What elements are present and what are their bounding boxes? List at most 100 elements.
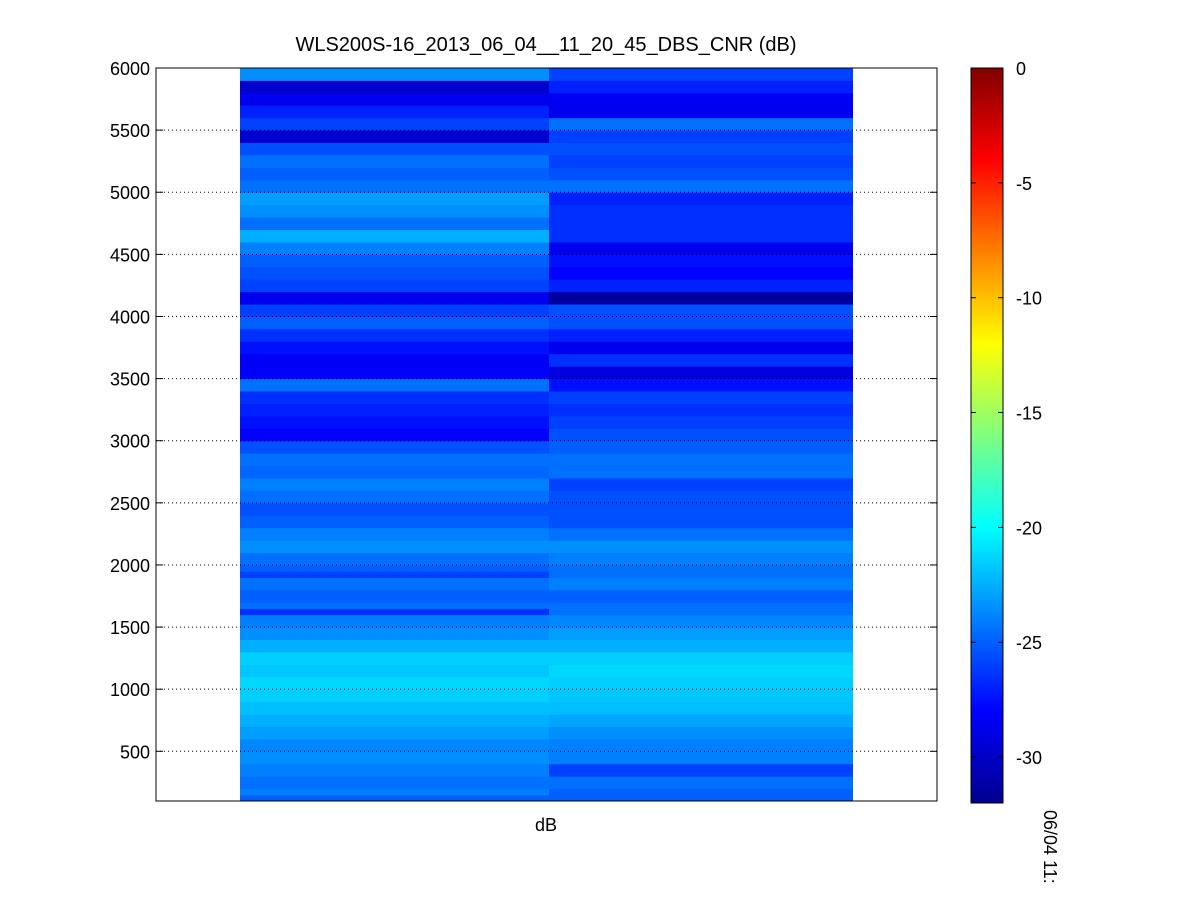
colorbar-tick-label: -15	[1016, 404, 1042, 424]
heatmap-cell	[549, 502, 853, 516]
heatmap-cell	[549, 391, 853, 404]
heatmap-cell	[240, 68, 549, 81]
heatmap-cell	[549, 689, 853, 703]
heatmap-cell	[549, 204, 853, 218]
colorbar-tick-label: 0	[1016, 59, 1026, 79]
heatmap-cell	[240, 316, 549, 330]
heatmap-cell	[240, 366, 549, 380]
heatmap-cell	[549, 68, 853, 81]
heatmap-cell	[240, 540, 549, 554]
heatmap-cell	[240, 552, 549, 566]
plot-frame	[155, 67, 938, 802]
heatmap-cell	[240, 142, 549, 156]
heatmap-cell	[240, 117, 549, 131]
heatmap-cell	[240, 589, 549, 603]
y-tick-label: 5000	[110, 183, 150, 203]
heatmap-cell	[240, 627, 549, 640]
heatmap-cell	[549, 192, 853, 206]
heatmap-cell	[240, 701, 549, 715]
heatmap-cell	[549, 614, 853, 628]
heatmap-plot-area	[240, 68, 853, 802]
y-tick-label: 4000	[110, 307, 150, 327]
heatmap-cell	[240, 515, 549, 529]
y-tick-label: 3000	[110, 432, 150, 452]
heatmap-cell	[240, 776, 549, 790]
heatmap-cell	[240, 92, 549, 106]
heatmap-cell	[240, 378, 549, 392]
heatmap-cell	[240, 167, 549, 181]
heatmap-cell	[240, 602, 549, 609]
heatmap-cell	[549, 602, 853, 616]
heatmap-cell	[240, 353, 549, 367]
heatmap-cell	[549, 179, 853, 193]
heatmap-cell	[549, 776, 853, 790]
heatmap-cell	[240, 266, 549, 280]
y-tick-label: 4500	[110, 245, 150, 265]
heatmap-cell	[240, 726, 549, 740]
heatmap-cell	[549, 552, 853, 566]
heatmap-cell	[549, 341, 853, 355]
heatmap-cell	[240, 763, 549, 777]
heatmap-cell	[549, 142, 853, 156]
heatmap-cell	[549, 316, 853, 330]
heatmap-cell	[240, 689, 549, 703]
heatmap-cell	[549, 291, 853, 305]
heatmap-cell	[549, 428, 853, 442]
heatmap-cell	[240, 192, 549, 206]
heatmap-cell	[549, 726, 853, 740]
heatmap-cell	[549, 763, 853, 777]
heatmap-cell	[549, 490, 853, 504]
heatmap-cell	[549, 701, 853, 715]
colorbar-tick-label: -25	[1016, 633, 1042, 653]
y-tick-label: 2500	[110, 494, 150, 514]
heatmap-cell	[549, 366, 853, 380]
heatmap-cell	[240, 453, 549, 467]
heatmap-cell	[549, 328, 853, 342]
heatmap-cell	[240, 229, 549, 243]
heatmap-cell	[240, 279, 549, 293]
heatmap-cell	[549, 167, 853, 181]
colorbar-ticks: 0 -5 -10 -15 -20 -25 -30	[971, 59, 1042, 768]
heatmap-cell	[240, 465, 549, 479]
heatmap-cell	[240, 179, 549, 193]
heatmap-cell	[240, 490, 549, 504]
heatmap-cell	[549, 515, 853, 529]
heatmap-cell	[549, 304, 853, 317]
chart-title: WLS200S-16_2013_06_04__11_20_45_DBS_CNR …	[295, 34, 796, 56]
heatmap-cell	[549, 403, 853, 417]
heatmap-cell	[240, 794, 549, 802]
heatmap-cell	[240, 341, 549, 355]
heatmap-cell	[240, 328, 549, 342]
colorbar-time-label: 06/04 11:	[1040, 810, 1060, 884]
heatmap-cell	[549, 154, 853, 168]
heatmap-cell	[549, 117, 853, 131]
heatmap-cell	[549, 788, 853, 802]
heatmap-cell	[549, 477, 853, 491]
y-tick-label: 1500	[110, 618, 150, 638]
heatmap-cell	[549, 266, 853, 280]
heatmap-cell	[240, 751, 549, 765]
heatmap-cell	[549, 676, 853, 690]
heatmap-cell	[549, 217, 853, 231]
heatmap-cell	[549, 577, 853, 591]
heatmap-cell	[240, 502, 549, 516]
heatmap-cell	[240, 676, 549, 690]
heatmap-cell	[549, 527, 853, 541]
y-tick-label: 500	[120, 742, 150, 762]
x-axis-label: dB	[535, 815, 557, 835]
heatmap-cell	[240, 664, 549, 678]
heatmap-cell	[240, 651, 549, 665]
y-tick-label: 3500	[110, 370, 150, 390]
heatmap-cell	[240, 564, 549, 572]
heatmap-cell	[240, 154, 549, 168]
heatmap-cell	[549, 254, 853, 268]
heatmap-cell	[549, 353, 853, 367]
colorbar-tick-label: -30	[1016, 748, 1042, 768]
heatmap-cell	[549, 627, 853, 640]
heatmap-cell	[549, 714, 853, 727]
heatmap-cell	[240, 105, 549, 119]
heatmap-cell	[240, 80, 549, 94]
y-axis-ticks: 500 1000 1500 2000 2500 3000 3500 4000 4500 5000 5…	[110, 59, 937, 762]
colorbar-tick-label: -10	[1016, 289, 1042, 309]
